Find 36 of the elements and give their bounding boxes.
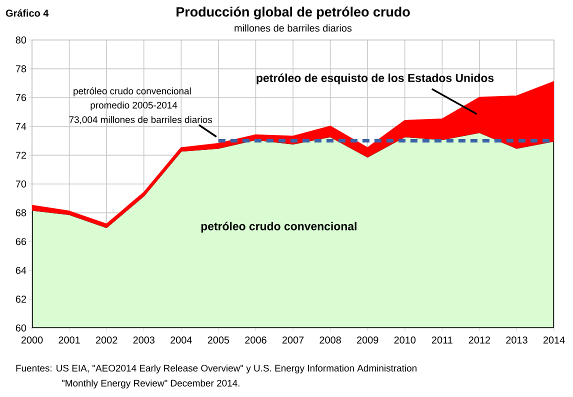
x-tick-label: 2009 [357,336,378,344]
series-label: petróleo de esquisto de los Estados Unidos [256,74,494,84]
x-tick-label: 2006 [245,336,266,344]
x-tick-label: 2011 [432,336,452,344]
y-tick-label: 66 [16,238,26,246]
y-tick-label: 62 [16,296,26,303]
y-tick-label: 76 [16,94,26,102]
annotation: promedio 2005-2014 [90,102,178,110]
text: "Monthly Energy Review" December 2014. [62,380,240,388]
text: Gráfico 4 [6,9,49,17]
annotation: 73,004 millones de barriles diarios [69,116,212,124]
x-tick-label: 2007 [282,336,304,344]
x-tick-label: 2014 [543,336,565,344]
x-tick-label: 2013 [506,336,528,344]
y-tick-label: 68 [16,209,26,216]
series-label: petróleo crudo convencional [201,222,356,233]
x-tick-label: 2008 [320,336,341,344]
x-tick-label: 2004 [170,336,192,344]
y-tick-label: 64 [16,266,26,274]
x-tick-label: 2010 [394,336,416,344]
x-tick-label: 2001 [58,336,80,344]
chart-title: Producción global de petróleo crudo [176,6,410,20]
annotation: petróleo crudo convencional [74,87,191,96]
y-tick-label: 70 [16,180,26,188]
y-tick-label: 78 [16,65,26,72]
x-tick-label: 2000 [21,336,43,344]
y-tick-label: 72 [16,152,26,159]
y-tick-label: 74 [16,122,26,130]
source-note: Fuentes: US EIA, "AEO2014 Early Release Overview" y U.S. Energy Information Administration [16,364,416,374]
x-tick-label: 2003 [133,336,155,344]
x-tick-label: 2005 [208,336,230,344]
x-tick-label: 2012 [468,336,490,344]
y-tick-label: 80 [16,36,26,44]
y-tick-label: 60 [16,324,26,332]
chart-subtitle: millones de barriles diarios [234,24,352,32]
x-tick-label: 2002 [96,336,118,344]
